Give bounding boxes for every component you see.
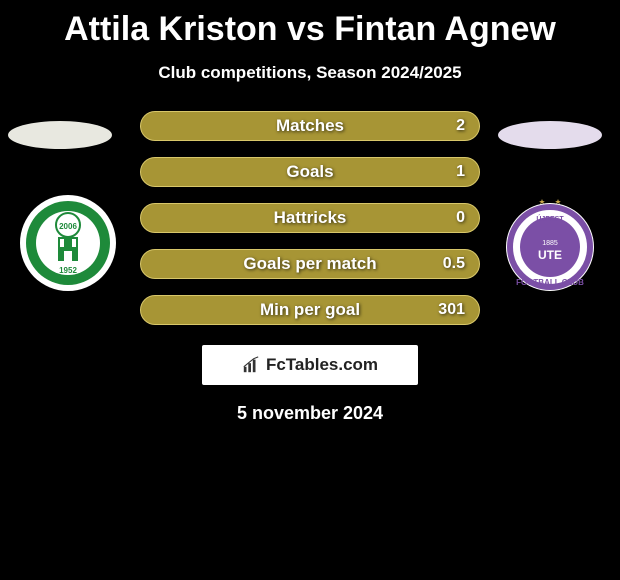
stat-label: Goals per match xyxy=(243,254,376,274)
stat-value-right: 2 xyxy=(456,117,465,135)
stats-list: Matches 2 Goals 1 Hattricks 0 Goals per … xyxy=(140,111,480,325)
green-crest-icon: 2006 1952 xyxy=(18,193,118,293)
date-text: 5 november 2024 xyxy=(0,403,620,424)
stat-value-right: 1 xyxy=(456,163,465,181)
svg-text:1952: 1952 xyxy=(59,266,77,275)
stat-label: Matches xyxy=(276,116,344,136)
stat-row: Matches 2 xyxy=(140,111,480,141)
purple-ute-crest-icon: ÚJPEST 1885 UTE FOOTBALL CLUB xyxy=(500,193,600,293)
stat-label: Goals xyxy=(286,162,333,182)
stat-value-right: 301 xyxy=(438,301,465,319)
svg-text:2006: 2006 xyxy=(59,222,77,231)
branding-text: FcTables.com xyxy=(266,355,378,375)
stat-label: Min per goal xyxy=(260,300,360,320)
svg-text:UTE: UTE xyxy=(538,248,562,262)
stat-row: Goals 1 xyxy=(140,157,480,187)
svg-text:ÚJPEST: ÚJPEST xyxy=(536,214,564,223)
player-right-ellipse xyxy=(498,121,602,149)
stat-row: Hattricks 0 xyxy=(140,203,480,233)
stat-value-right: 0 xyxy=(456,209,465,227)
comparison-container: 2006 1952 ÚJPEST 1885 UTE FOOTBALL CLUB … xyxy=(0,111,620,424)
bar-chart-icon xyxy=(242,356,260,374)
club-badge-right: ÚJPEST 1885 UTE FOOTBALL CLUB xyxy=(500,193,600,293)
branding-box[interactable]: FcTables.com xyxy=(202,345,418,385)
stat-label: Hattricks xyxy=(274,208,347,228)
svg-text:1885: 1885 xyxy=(542,240,558,247)
stat-row: Goals per match 0.5 xyxy=(140,249,480,279)
page-subtitle: Club competitions, Season 2024/2025 xyxy=(0,63,620,83)
player-left-ellipse xyxy=(8,121,112,149)
stat-row: Min per goal 301 xyxy=(140,295,480,325)
club-badge-left: 2006 1952 xyxy=(18,193,118,293)
stat-value-right: 0.5 xyxy=(443,255,465,273)
page-title: Attila Kriston vs Fintan Agnew xyxy=(0,0,620,49)
svg-text:FOOTBALL CLUB: FOOTBALL CLUB xyxy=(516,278,584,287)
